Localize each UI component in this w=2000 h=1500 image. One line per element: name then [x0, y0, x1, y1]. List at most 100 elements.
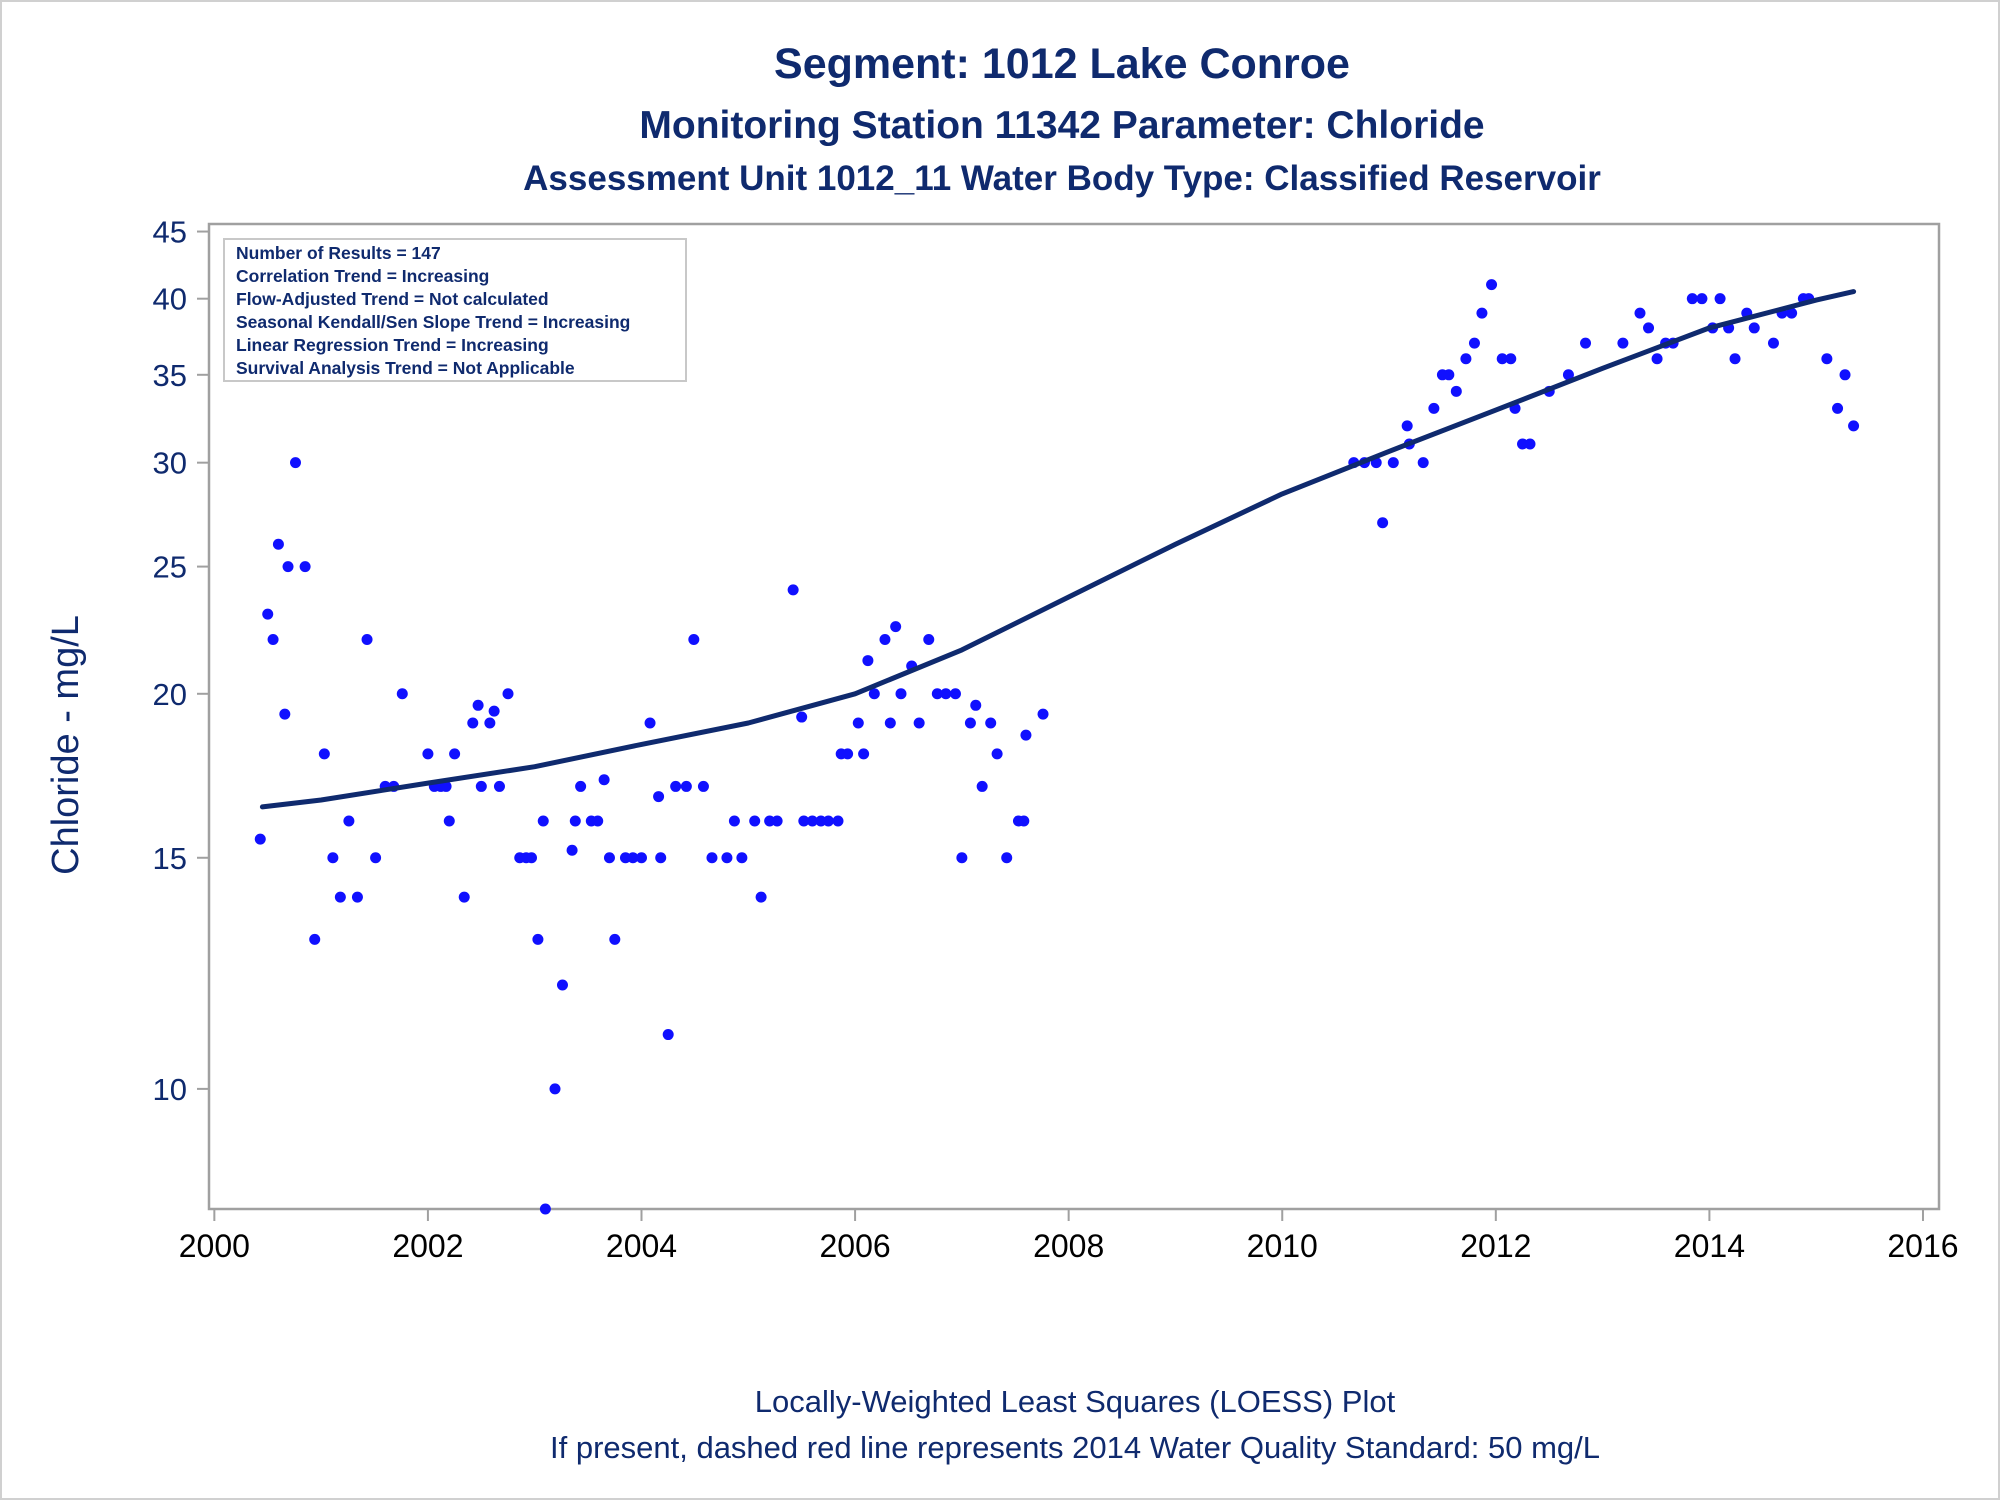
data-point [539, 1203, 551, 1215]
chart-subtitle: Monitoring Station 11342 Parameter: Chlo… [639, 104, 1484, 147]
data-point [1496, 353, 1508, 365]
data-point [343, 815, 355, 827]
data-point [949, 688, 961, 700]
data-point [842, 748, 854, 760]
stats-line-flow-adjusted: Flow-Adjusted Trend = Not calculated [236, 289, 549, 309]
data-point [1377, 517, 1389, 529]
data-point [1714, 293, 1726, 305]
loess-series [259, 289, 1857, 810]
data-point [1696, 293, 1708, 305]
data-point [532, 933, 544, 945]
data-point [1018, 815, 1030, 827]
data-point [627, 852, 639, 864]
data-point [569, 815, 581, 827]
data-point [913, 717, 925, 729]
data-point [940, 688, 952, 700]
data-point [890, 621, 902, 633]
data-point [1580, 337, 1592, 349]
x-tick-label: 2006 [819, 1228, 890, 1264]
y-tick-label: 35 [153, 358, 187, 393]
data-point [755, 891, 767, 903]
y-tick-label: 30 [153, 446, 187, 481]
data-point [484, 717, 496, 729]
x-axis: 2000 2002 2004 2006 2008 2010 2012 2014 2016 [179, 1209, 1959, 1264]
data-point [318, 748, 330, 760]
data-point [884, 717, 896, 729]
data-point [1450, 385, 1462, 397]
data-point [1505, 353, 1517, 365]
data-point [475, 780, 487, 792]
data-point [566, 844, 578, 856]
stats-line-seasonal-kendall: Seasonal Kendall/Sen Slope Trend = Incre… [236, 312, 630, 332]
data-point [670, 780, 682, 792]
data-point [1001, 852, 1013, 864]
y-tick-label: 25 [153, 550, 187, 585]
data-point [556, 979, 568, 991]
data-point [1617, 337, 1629, 349]
data-point [706, 852, 718, 864]
data-point [272, 538, 284, 550]
data-point [299, 561, 311, 573]
x-tick-label: 2008 [1033, 1228, 1104, 1264]
data-point [680, 780, 692, 792]
data-point [493, 780, 505, 792]
data-point [351, 891, 363, 903]
data-point [282, 561, 294, 573]
y-tick-label: 20 [153, 677, 187, 712]
data-point [549, 1083, 561, 1095]
stats-box: Number of Results = 147 Correlation Tren… [223, 238, 687, 382]
x-tick-label: 2000 [179, 1228, 250, 1264]
y-axis-label: Chloride - mg/L [45, 615, 87, 875]
data-point [1748, 322, 1760, 334]
data-point [736, 852, 748, 864]
data-point [502, 688, 514, 700]
x-tick-label: 2014 [1674, 1228, 1745, 1264]
data-point [1460, 353, 1472, 365]
data-point [931, 688, 943, 700]
plot-area [207, 222, 1941, 1211]
data-point [422, 748, 434, 760]
data-point [1729, 353, 1741, 365]
data-point [443, 815, 455, 827]
data-point [644, 717, 656, 729]
data-point [334, 891, 346, 903]
data-point [636, 852, 647, 864]
data-point [653, 791, 665, 803]
data-point [976, 780, 988, 792]
data-point [1848, 420, 1860, 432]
data-point [1443, 369, 1455, 381]
data-point [488, 705, 500, 717]
data-point [262, 608, 274, 620]
data-point [1786, 307, 1798, 319]
x-tick-label: 2012 [1460, 1228, 1531, 1264]
data-point [1417, 457, 1429, 469]
data-point [964, 717, 976, 729]
data-point [361, 633, 373, 645]
data-point [1686, 293, 1698, 305]
data-point [1524, 438, 1536, 450]
data-point [279, 708, 291, 720]
data-point [728, 815, 740, 827]
data-point [970, 699, 982, 711]
data-point [592, 815, 604, 827]
data-point [1643, 322, 1655, 334]
data-point [1651, 353, 1663, 365]
y-tick-label: 45 [153, 215, 187, 250]
data-point [662, 1029, 674, 1041]
data-point [749, 815, 761, 827]
data-point [956, 852, 968, 864]
data-point [655, 852, 667, 864]
stats-line-linear-regression: Linear Regression Trend = Increasing [236, 335, 549, 355]
footnote-loess: Locally-Weighted Least Squares (LOESS) P… [755, 1384, 1396, 1419]
data-point [1486, 279, 1498, 291]
x-tick-label: 2016 [1887, 1228, 1958, 1264]
data-point [1839, 369, 1851, 381]
stats-line-correlation: Correlation Trend = Increasing [236, 266, 489, 286]
x-tick-label: 2004 [606, 1228, 677, 1264]
data-point [290, 457, 301, 469]
data-point [598, 774, 610, 786]
data-point [609, 933, 621, 945]
data-point [858, 748, 870, 760]
data-point [798, 815, 810, 827]
data-point [1387, 457, 1399, 469]
